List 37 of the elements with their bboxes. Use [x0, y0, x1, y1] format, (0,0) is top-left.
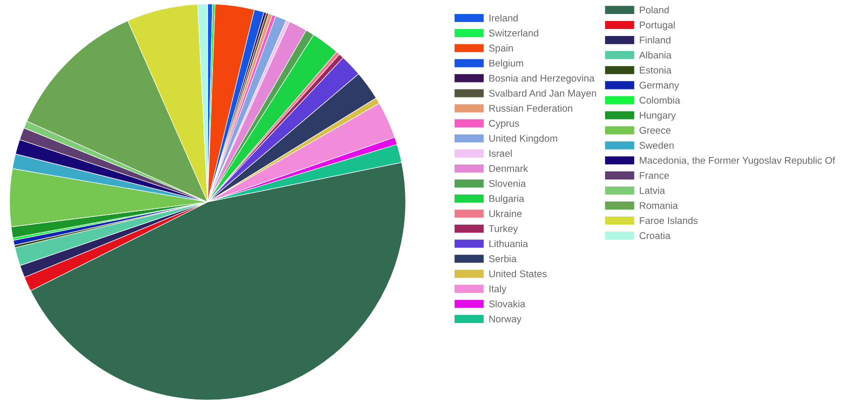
- legend-label: Ireland: [489, 14, 518, 22]
- legend-label: Hungary: [640, 112, 676, 121]
- legend-label: Finland: [640, 36, 670, 44]
- legend-label: Slovakia: [489, 300, 526, 308]
- legend-label: Lithuania: [489, 240, 528, 248]
- legend-label: Poland: [640, 6, 669, 14]
- legend-label: Bosnia and Herzegovina: [489, 74, 595, 84]
- legend-label: Bulgaria: [489, 194, 524, 204]
- legend-label: Serbia: [489, 255, 517, 262]
- legend-label: Germany: [640, 82, 680, 91]
- legend-label: Latvia: [640, 186, 666, 194]
- legend-label: Sweden: [640, 142, 674, 149]
- legend-label: Italy: [489, 285, 506, 294]
- legend-label: United Kingdom: [489, 134, 558, 144]
- legend-label: Norway: [489, 316, 522, 324]
- legend-label: Macedonia, the Former Yugoslav Republic Of: [640, 156, 836, 166]
- legend-label: Israel: [489, 150, 512, 157]
- legend-label: Greece: [640, 126, 671, 134]
- legend-label: Croatia: [640, 232, 670, 240]
- legend-label: Faroe Islands: [640, 216, 698, 224]
- legend-label: Portugal: [640, 21, 675, 30]
- legend-label: Estonia: [640, 66, 672, 74]
- legend-label: Denmark: [489, 164, 528, 172]
- legend-label: Colombia: [640, 96, 680, 104]
- legend-label: Svalbard And Jan Mayen: [489, 90, 596, 99]
- legend-label: Albania: [639, 51, 672, 59]
- legend-label: Cyprus: [489, 120, 520, 129]
- legend-label: Spain: [489, 44, 513, 54]
- legend-label: Ukraine: [489, 210, 522, 218]
- legend-label: Switzerland: [489, 29, 538, 37]
- legend-label: Russian Federation: [489, 104, 572, 112]
- legend-label: Belgium: [489, 59, 524, 69]
- legend-label: Romania: [640, 202, 678, 209]
- legend-label: Turkey: [488, 224, 518, 234]
- legend-label: United States: [489, 270, 547, 278]
- legend-label: France: [640, 172, 669, 179]
- legend-label: Slovenia: [489, 180, 526, 187]
